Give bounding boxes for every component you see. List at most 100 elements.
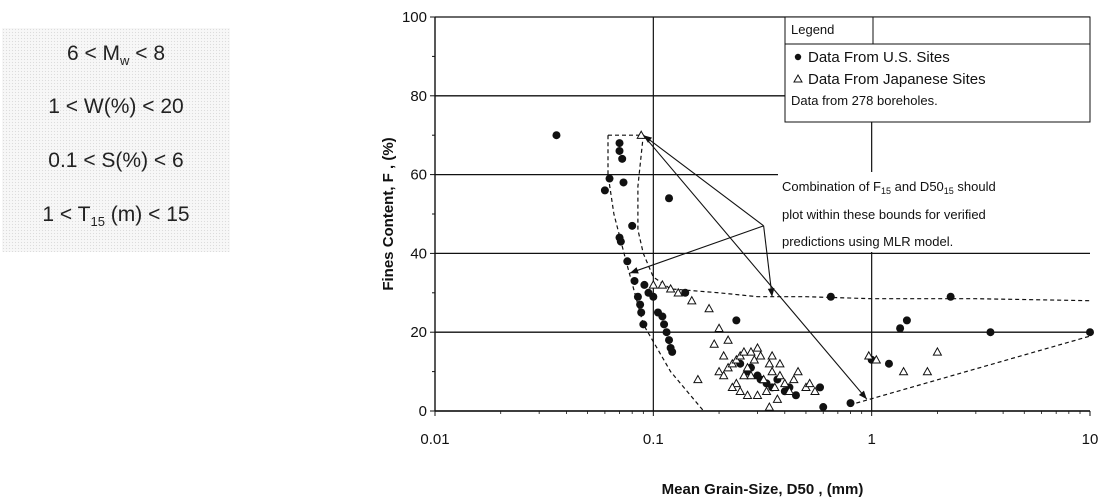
japan-site-point	[752, 342, 763, 352]
arrowhead	[767, 288, 775, 297]
annotation-arrow-line	[643, 134, 764, 227]
y-axis-label: Fines Content, F , (%)	[380, 137, 397, 290]
japan-site-point	[714, 323, 724, 332]
us-site-point	[633, 292, 642, 301]
japan-site-point	[767, 350, 777, 360]
condition-w: 1 < W(%) < 20	[2, 95, 230, 119]
us-site-point	[639, 320, 648, 329]
annotation-line-3: predictions using MLR model.	[782, 234, 953, 249]
annotation-background	[778, 172, 1090, 252]
japan-site-point	[723, 335, 733, 344]
us-site-point	[826, 292, 835, 301]
japan-site-point	[772, 394, 783, 403]
legend: Legend Data From U.S. Sites Data From Ja…	[784, 16, 1091, 123]
arrowhead	[629, 267, 639, 274]
japan-site-point	[704, 303, 714, 313]
japan-site-point	[755, 350, 766, 360]
japan-site-point	[761, 386, 772, 395]
japan-site-point	[871, 354, 882, 364]
x-axis-label: Mean Grain-Size, D50 , (mm)	[662, 481, 864, 498]
legend-us-marker	[794, 53, 802, 61]
japan-site-point	[793, 366, 803, 376]
japan-site-point	[746, 346, 756, 356]
japan-site-point	[648, 279, 659, 289]
condition-thickness: 1 < T15 (m) < 15	[2, 203, 230, 229]
axes: 0 20 40 60 80 100 0.01 0.1 1 10	[402, 9, 1098, 448]
japan-site-point	[788, 374, 799, 384]
japan-site-point	[758, 374, 769, 384]
annotation-sub-2: 15	[944, 186, 954, 196]
japan-site-point	[764, 358, 775, 368]
us-site-point	[615, 139, 624, 148]
japan-site-point	[775, 370, 785, 380]
us-site-point	[946, 292, 955, 301]
japan-site-point	[769, 382, 780, 392]
us-site-point	[637, 308, 646, 317]
japan-site-point	[742, 362, 753, 372]
annotation-part-3: should	[954, 179, 996, 194]
japan-site-point	[775, 358, 785, 368]
condition-magnitude-post: < 8	[129, 42, 166, 65]
japan-site-point	[665, 283, 676, 293]
us-site-point	[681, 288, 690, 297]
legend-japan-marker	[793, 73, 803, 83]
condition-w-text: 1 < W(%) < 20	[48, 95, 184, 118]
japan-site-point	[784, 386, 795, 395]
japan-site-point	[922, 366, 933, 376]
us-site-point	[618, 154, 627, 163]
us-site-point	[628, 221, 637, 230]
us-site-point	[662, 328, 671, 337]
us-site-point	[615, 146, 624, 155]
japan-site-point	[752, 390, 763, 399]
x-tick-label: 1	[867, 431, 875, 448]
us-site-point	[668, 347, 677, 356]
legend-box	[784, 16, 1091, 123]
japan-site-point	[742, 390, 753, 399]
x-tick-label: 0.1	[643, 431, 664, 448]
japan-site-point	[804, 378, 815, 388]
japan-site-point	[673, 287, 684, 297]
japan-site-point	[810, 386, 820, 395]
japan-site-point	[714, 366, 724, 376]
arrowhead	[858, 390, 867, 400]
condition-thickness-pre: 1 < T	[42, 203, 91, 226]
x-tick-label: 10	[1082, 431, 1099, 448]
us-site-point	[1086, 328, 1094, 337]
us-site-point	[630, 276, 639, 285]
condition-thickness-post: (m) < 15	[104, 203, 190, 226]
annotation-sub-1: 15	[881, 186, 891, 196]
japan-site-point	[767, 366, 777, 376]
japan-site-point	[718, 350, 729, 360]
y-tick-label: 60	[410, 167, 427, 184]
us-site-point	[600, 186, 609, 195]
legend-japan-label: Data From Japanese Sites	[808, 71, 986, 88]
annotation-part-2: and D50	[891, 179, 944, 194]
y-tick-label: 40	[410, 245, 427, 262]
japan-site-point	[735, 386, 746, 395]
japan-site-point	[657, 279, 668, 289]
us-site-point	[665, 336, 674, 345]
us-site-point	[623, 257, 632, 266]
conditions-panel: 6 < Mw < 8 1 < W(%) < 20 0.1 < S(%) < 6 …	[2, 28, 230, 252]
annotation-line-1: Combination of F15 and D5015 should	[782, 179, 996, 196]
us-site-point	[552, 131, 561, 140]
japan-site-point	[709, 338, 720, 348]
us-site-point	[636, 300, 645, 309]
japan-site-point	[686, 295, 697, 305]
us-site-point	[616, 237, 625, 246]
annotation: Combination of F15 and D5015 should plot…	[778, 172, 1090, 252]
annotation-line-2: plot within these bounds for verified	[782, 207, 986, 222]
japan-site-point	[863, 350, 874, 360]
y-tick-label: 0	[419, 403, 427, 420]
japan-site-point	[718, 370, 729, 380]
us-site-point	[902, 316, 911, 325]
legend-us-label: Data From U.S. Sites	[808, 49, 950, 66]
japan-site-point	[739, 370, 749, 380]
us-site-point	[605, 174, 614, 183]
y-tick-label: 100	[402, 9, 427, 26]
japan-site-point	[739, 346, 749, 356]
bound-dashed-line	[856, 335, 1091, 404]
japan-site-point	[636, 130, 647, 139]
us-site-point	[732, 316, 741, 325]
